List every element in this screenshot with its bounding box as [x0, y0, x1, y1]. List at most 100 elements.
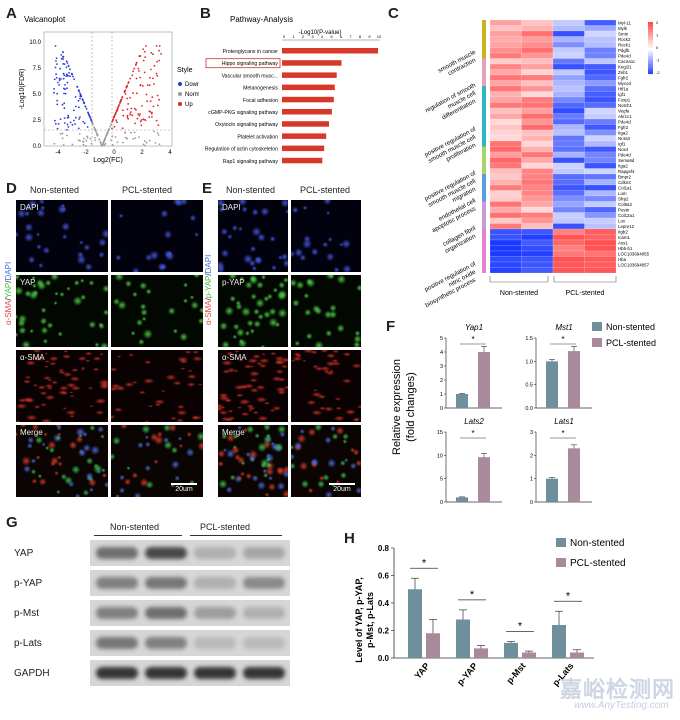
pathway-tick: 7	[349, 34, 352, 39]
volcano-point	[151, 96, 154, 99]
pathway-bar	[282, 133, 327, 139]
heatmap-cell	[584, 41, 617, 48]
volcano-point	[79, 116, 81, 118]
volcano-point	[62, 77, 65, 80]
pathway-bar	[282, 145, 325, 152]
volcano-point	[66, 81, 69, 84]
heatmap-cell	[552, 36, 585, 43]
volcano-point	[133, 107, 136, 110]
panel-f-ytick: 0.0	[525, 406, 533, 412]
volcano-point	[135, 63, 137, 65]
panel-f-ytick: 2	[530, 453, 533, 459]
heatmap-cell	[521, 36, 554, 43]
volcano-point	[69, 121, 72, 124]
heatmap-cell	[521, 47, 554, 54]
volcano-point	[110, 139, 112, 141]
heatmap-cell	[584, 228, 617, 235]
heatmap-cell	[489, 157, 522, 164]
volcano-point	[62, 144, 65, 146]
panel-d-row-label: YAP	[20, 278, 36, 287]
volcano-point	[55, 57, 58, 59]
heatmap-gene-label: Smtn	[618, 32, 629, 37]
blot-band	[194, 577, 236, 589]
volcano-point	[56, 92, 58, 95]
heatmap-cell	[552, 146, 585, 153]
heatmap-gene-label: Akr1c1	[618, 114, 632, 119]
colorbar-segment	[648, 63, 653, 67]
panel-h-significance: *	[518, 621, 523, 633]
volcano-point	[67, 74, 69, 77]
heatmap-cell	[521, 234, 554, 241]
heatmap-gene-label: LOC103694857	[618, 263, 650, 268]
volcano-xtick: 2	[140, 150, 144, 156]
volcano-point	[126, 84, 128, 87]
pathway-tick: 1	[292, 34, 295, 39]
volcano-point	[144, 56, 147, 58]
volcano-point	[77, 139, 80, 142]
panel-f-bar	[456, 497, 468, 502]
volcano-point	[156, 132, 159, 134]
heatmap-cell	[521, 184, 554, 191]
heatmap-gene-label: Hbb-b1	[618, 246, 633, 251]
volcano-point	[91, 122, 94, 125]
volcano-point	[116, 107, 119, 109]
heatmap-cell	[489, 19, 522, 26]
panel-e-image--sma-non: α-SMA	[218, 350, 288, 422]
volcano-point	[73, 78, 75, 80]
colorbar-segment	[648, 61, 653, 64]
volcano-point	[119, 101, 121, 104]
panel-f-legend-label: Non-stented	[606, 322, 655, 332]
heatmap-gene-label: Lepre12	[618, 224, 635, 229]
panel-f-ytick: 2	[440, 378, 443, 384]
volcano-point	[144, 144, 146, 147]
colorbar-segment	[648, 32, 653, 36]
panel-h-ytick: 0.2	[378, 627, 390, 636]
panel-h-legend: Non-stented PCL-stented	[556, 538, 626, 569]
colorbar-segment	[648, 66, 653, 69]
volcano-point	[82, 137, 85, 140]
blot-band	[145, 637, 187, 649]
volcano-point	[126, 108, 129, 111]
pathway-label: Focal adhesion	[243, 98, 278, 104]
heatmap-cell	[489, 36, 522, 43]
pathway-tick: 4	[321, 34, 324, 39]
panel-h-ylabel: Level of YAP, p-YAP,	[354, 577, 364, 662]
volcano-point	[81, 98, 84, 101]
heatmap-cell	[552, 96, 585, 103]
heatmap-cell	[552, 256, 585, 263]
heatmap-gene-label: Mylk	[618, 26, 628, 31]
panel-letter-d: D	[6, 180, 17, 197]
volcano-xtick: -4	[55, 150, 61, 156]
volcano-point	[139, 84, 142, 87]
volcano-point	[105, 133, 108, 136]
volcano-point	[151, 116, 153, 118]
panel-h-significance: *	[470, 589, 475, 601]
volcano-point	[121, 109, 124, 111]
panel-f-significance: *	[471, 335, 474, 344]
volcano-point	[77, 106, 80, 109]
volcano-point	[125, 86, 128, 89]
volcano-plot: Valcanoplot 0.0 2.5 5.0 7.5 10.0 -4 -2 0 2 4 -Lo…	[19, 15, 199, 164]
volcano-point	[149, 76, 151, 79]
volcano-ytick: 0.0	[33, 144, 42, 150]
volcano-point	[61, 56, 64, 58]
volcano-point	[58, 79, 61, 82]
volcano-point	[129, 113, 132, 115]
panel-h-bar	[456, 619, 470, 658]
volcano-point	[66, 62, 69, 64]
colorbar-segment	[648, 55, 653, 59]
heatmap-gene-label: Bmpr2	[618, 175, 631, 180]
boundary-dash	[111, 275, 203, 347]
panel-f-chart-title: Yap1	[465, 323, 483, 332]
heatmap-cell	[552, 118, 585, 125]
heatmap-cell	[489, 245, 522, 252]
volcano-point	[142, 48, 145, 50]
heatmap-cell	[584, 129, 617, 136]
volcano-point	[104, 142, 107, 145]
panel-e-col-non: Non-stented	[226, 185, 276, 195]
volcano-point	[111, 127, 113, 130]
volcano-point	[53, 91, 55, 94]
heatmap-cell	[552, 190, 585, 197]
blot-group-pcl: PCL-stented	[200, 522, 251, 532]
volcano-point	[93, 137, 96, 139]
